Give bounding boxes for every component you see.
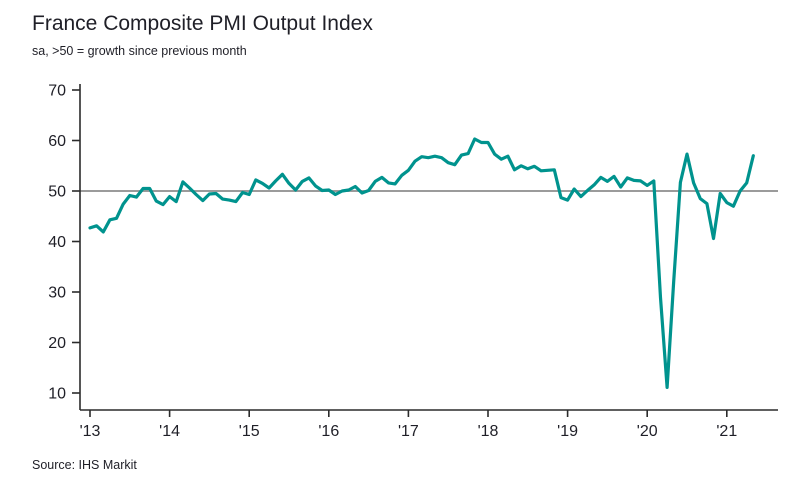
y-tick-label: 20 xyxy=(48,335,66,352)
y-tick-label: 30 xyxy=(48,285,66,302)
chart-subtitle: sa, >50 = growth since previous month xyxy=(32,44,247,58)
x-tick-label: '17 xyxy=(398,423,419,440)
y-tick-label: 10 xyxy=(48,386,66,403)
y-tick-label: 60 xyxy=(48,133,66,150)
x-tick-label: '19 xyxy=(557,423,578,440)
x-tick-label: '20 xyxy=(637,423,658,440)
source-note: Source: IHS Markit xyxy=(32,458,137,472)
chart-title: France Composite PMI Output Index xyxy=(32,12,373,35)
x-tick-label: '13 xyxy=(80,423,101,440)
x-tick-label: '18 xyxy=(478,423,499,440)
x-tick-label: '15 xyxy=(239,423,260,440)
y-tick-label: 70 xyxy=(48,83,66,100)
x-tick-label: '21 xyxy=(716,423,737,440)
x-tick-label: '14 xyxy=(159,423,180,440)
x-tick-label: '16 xyxy=(318,423,339,440)
pmi-series-line xyxy=(88,137,755,389)
y-tick-label: 50 xyxy=(48,184,66,201)
y-tick-label: 40 xyxy=(48,234,66,251)
